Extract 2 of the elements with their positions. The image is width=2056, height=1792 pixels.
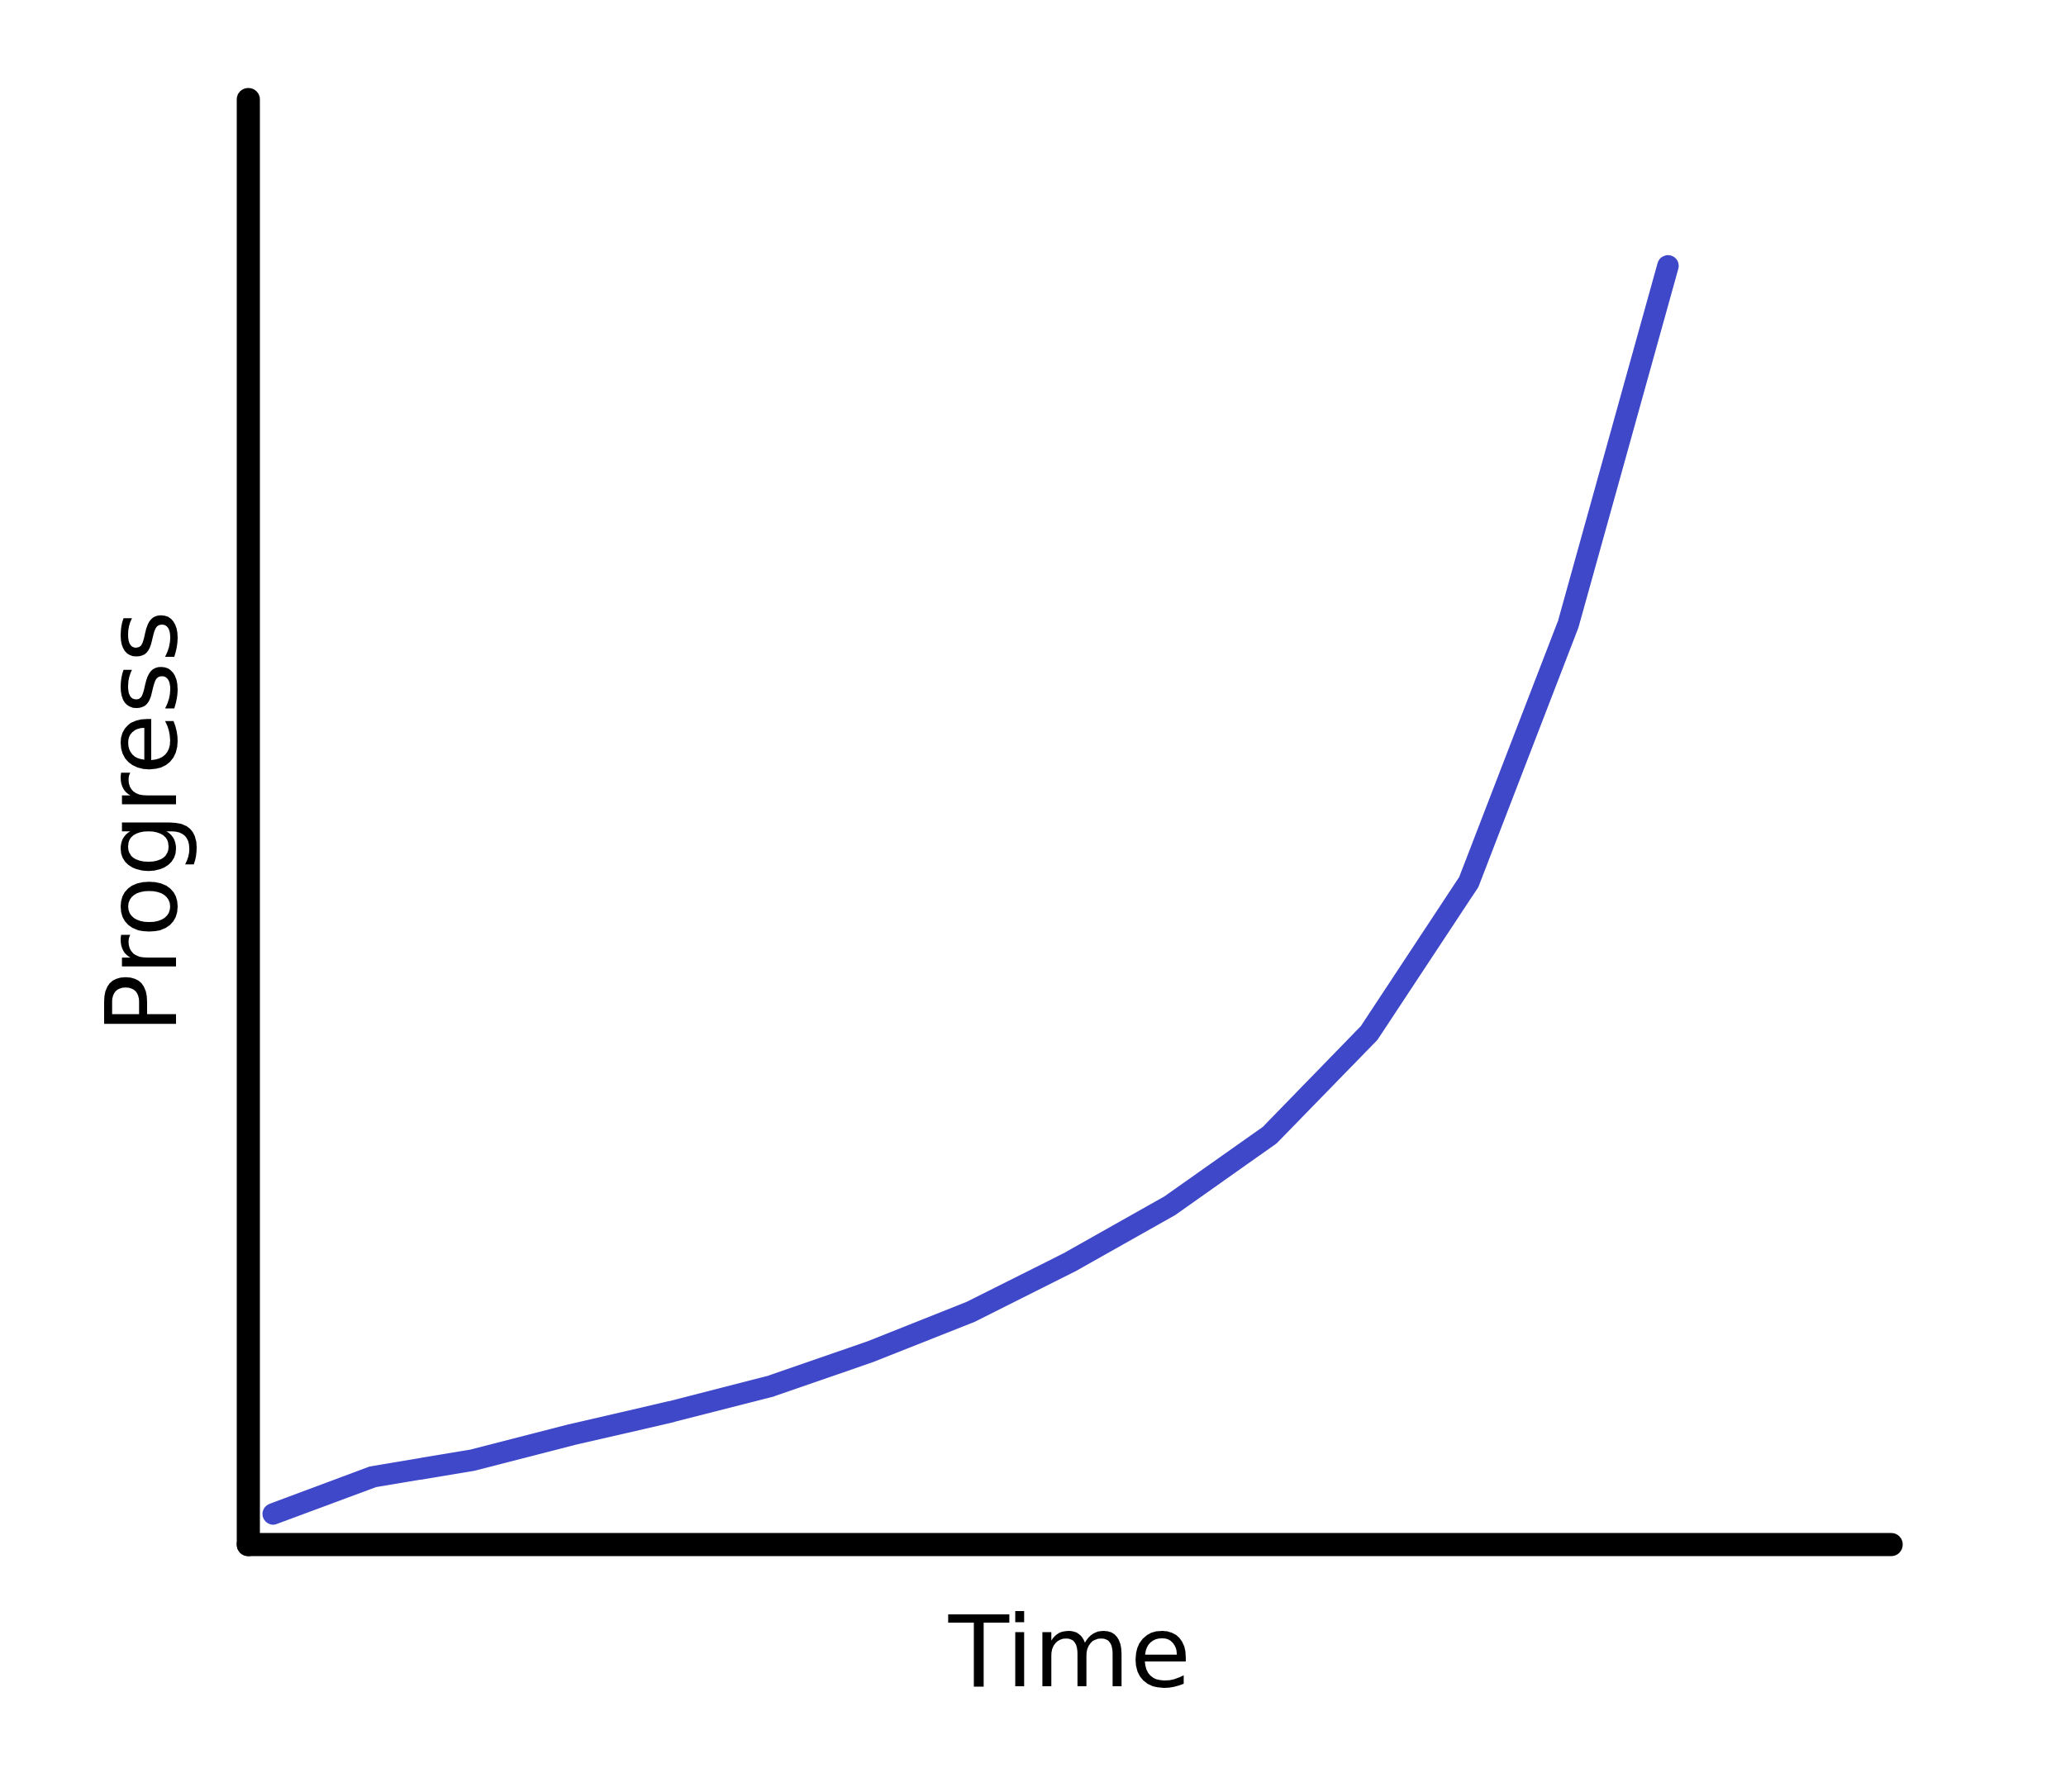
x-axis-title: Time	[947, 1594, 1192, 1709]
y-axis-title: Progress	[83, 610, 199, 1034]
